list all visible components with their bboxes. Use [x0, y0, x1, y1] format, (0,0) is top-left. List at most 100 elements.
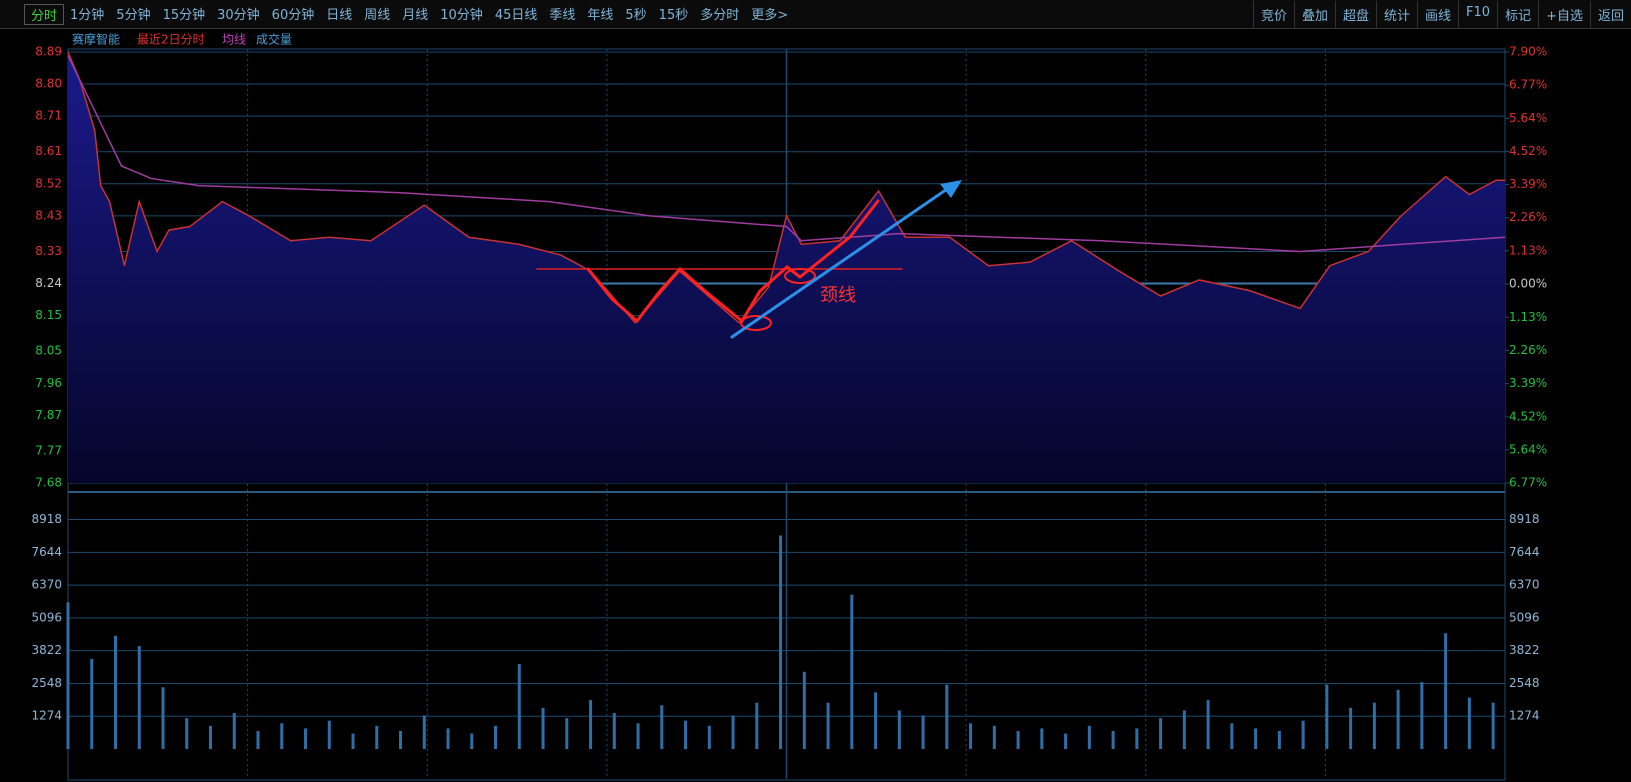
toolbar-button[interactable]: 30分钟	[217, 7, 260, 23]
avg-line	[67, 55, 1506, 253]
volume-bar	[1111, 730, 1115, 749]
y2-tick-label: 5.64%	[1509, 111, 1547, 125]
volume-bar	[232, 712, 236, 749]
toolbar-button[interactable]: 超盘	[1334, 0, 1376, 28]
volume-bar	[422, 715, 426, 749]
volume-bar	[1349, 707, 1353, 749]
volume-bar	[280, 723, 284, 749]
volume-bar	[589, 700, 593, 749]
toolbar-button[interactable]: 季线	[549, 7, 576, 23]
y-tick-label: 7.96	[35, 376, 62, 390]
y2-tick-label: 7.90%	[1509, 45, 1547, 59]
toolbar-button[interactable]: F10	[1458, 0, 1497, 28]
y2-tick-label: 6.77%	[1509, 476, 1547, 490]
hand-drawing	[536, 180, 962, 339]
toolbar-button[interactable]: 1分钟	[70, 7, 105, 23]
avg-label: 均线	[222, 33, 246, 47]
toolbar-button[interactable]: 60分钟	[271, 7, 315, 23]
volume-bar	[1040, 728, 1044, 749]
price-line	[67, 51, 1505, 324]
toolbar-button[interactable]: 统计	[1376, 0, 1417, 28]
volume-tick-label-right: 3822	[1509, 643, 1540, 657]
period-label: 最近2日分时	[137, 33, 205, 47]
y-tick-label: 7.68	[35, 476, 62, 490]
volume-tick-label-right: 7644	[1509, 545, 1540, 559]
volume-bar	[755, 702, 759, 749]
toolbar-button[interactable]: 叠加	[1293, 0, 1335, 28]
volume-tick-label-right: 5096	[1509, 610, 1540, 624]
volume-bar	[850, 594, 854, 749]
toolbar-button[interactable]: 周线	[364, 7, 391, 23]
volume-bar	[351, 733, 355, 749]
y2-tick-label: 3.39%	[1509, 376, 1547, 390]
volume-tick-label-right: 2548	[1509, 676, 1540, 690]
volume-bar	[256, 730, 260, 749]
volume-bar	[565, 718, 569, 749]
toolbar-button[interactable]: 标记	[1497, 0, 1538, 28]
volume-bar	[779, 535, 783, 749]
volume-bar	[1064, 733, 1068, 749]
volume-bar	[470, 733, 474, 749]
y2-tick-label: 1.13%	[1509, 243, 1547, 257]
volume-bar	[1182, 710, 1186, 749]
volume-bar	[707, 725, 711, 749]
chart: 赛摩智能 最近2日分时 均线 成交量 8.89 8.80 8.71 8.61 8.52 8…	[31, 32, 1547, 781]
volume-bar	[1087, 725, 1091, 749]
toolbar-button[interactable]: 5秒	[625, 7, 647, 23]
period-tabs: 分时 1分钟 5分钟 15分钟 30分钟 60分钟 日线 周线 月线 10分钟 45日线 季线 年线 5秒…	[0, 3, 1253, 25]
volume-bar	[897, 710, 901, 749]
volume-bar	[660, 705, 664, 749]
y-tick-label: 8.80	[35, 77, 62, 91]
toolbar-button[interactable]: +自选	[1538, 0, 1590, 28]
toolbar-button[interactable]: 画线	[1417, 0, 1458, 28]
volume-bar	[1277, 730, 1281, 749]
toolbar-button[interactable]: 更多>	[751, 7, 789, 23]
y-tick-label: 8.24	[35, 276, 62, 290]
volume-tick-label-right: 6370	[1509, 578, 1540, 592]
volume-bar	[731, 715, 735, 749]
toolbar-button[interactable]: 10分钟	[440, 7, 483, 23]
y2-tick-label: 4.52%	[1509, 409, 1547, 423]
toolbar-button[interactable]: 45日线	[494, 7, 538, 23]
volume-bar	[517, 664, 521, 749]
y2-tick-label: 6.77%	[1509, 78, 1547, 92]
volume-label: 成交量	[256, 32, 292, 47]
y2-tick-label: 3.39%	[1509, 177, 1547, 191]
toolbar: 分时 1分钟 5分钟 15分钟 30分钟 60分钟 日线 周线 月线 10分钟 45日线 季线 年线 5秒…	[0, 0, 1631, 29]
toolbar-button[interactable]: 15分钟	[162, 7, 206, 23]
volume-bar	[114, 635, 118, 749]
toolbar-button[interactable]: 年线	[587, 7, 614, 23]
volume-bar	[185, 718, 189, 749]
volume-bar	[1444, 633, 1448, 749]
volume-bar	[612, 712, 616, 749]
volume-tick-label: 7644	[31, 545, 62, 559]
volume-bar	[327, 720, 331, 749]
y2-tick-label: 5.64%	[1509, 442, 1547, 456]
toolbar-button[interactable]: 竞价	[1252, 0, 1294, 28]
volume-bar	[1467, 697, 1471, 749]
volume-bar	[1301, 720, 1305, 749]
toolbar-button[interactable]: 分时	[24, 3, 65, 25]
y-tick-label: 8.05	[35, 344, 62, 358]
volume-tick-label: 8918	[31, 512, 62, 526]
volume-bar	[992, 725, 996, 749]
toolbar-button[interactable]: 日线	[326, 7, 353, 23]
toolbar-button[interactable]: 15秒	[658, 7, 689, 23]
y-tick-label: 7.77	[35, 443, 62, 457]
volume-bar	[1254, 728, 1258, 749]
toolbar-button[interactable]: 5分钟	[116, 7, 151, 23]
volume-bar	[541, 707, 545, 749]
annotation: 颈线	[820, 285, 856, 306]
volume-bar	[375, 725, 379, 749]
y-tick-label: 8.52	[35, 176, 62, 190]
toolbar-button[interactable]: 多分时	[700, 7, 740, 23]
volume-bar	[1420, 682, 1424, 749]
y-tick-label: 8.33	[35, 244, 62, 258]
volume-tick-label-right: 1274	[1509, 709, 1540, 723]
y-tick-label: 7.87	[35, 408, 62, 422]
volume-bar	[399, 730, 403, 749]
toolbar-button[interactable]: 月线	[402, 7, 429, 23]
volume-bar	[1372, 702, 1376, 749]
toolbar-button[interactable]: 返回	[1589, 0, 1631, 28]
